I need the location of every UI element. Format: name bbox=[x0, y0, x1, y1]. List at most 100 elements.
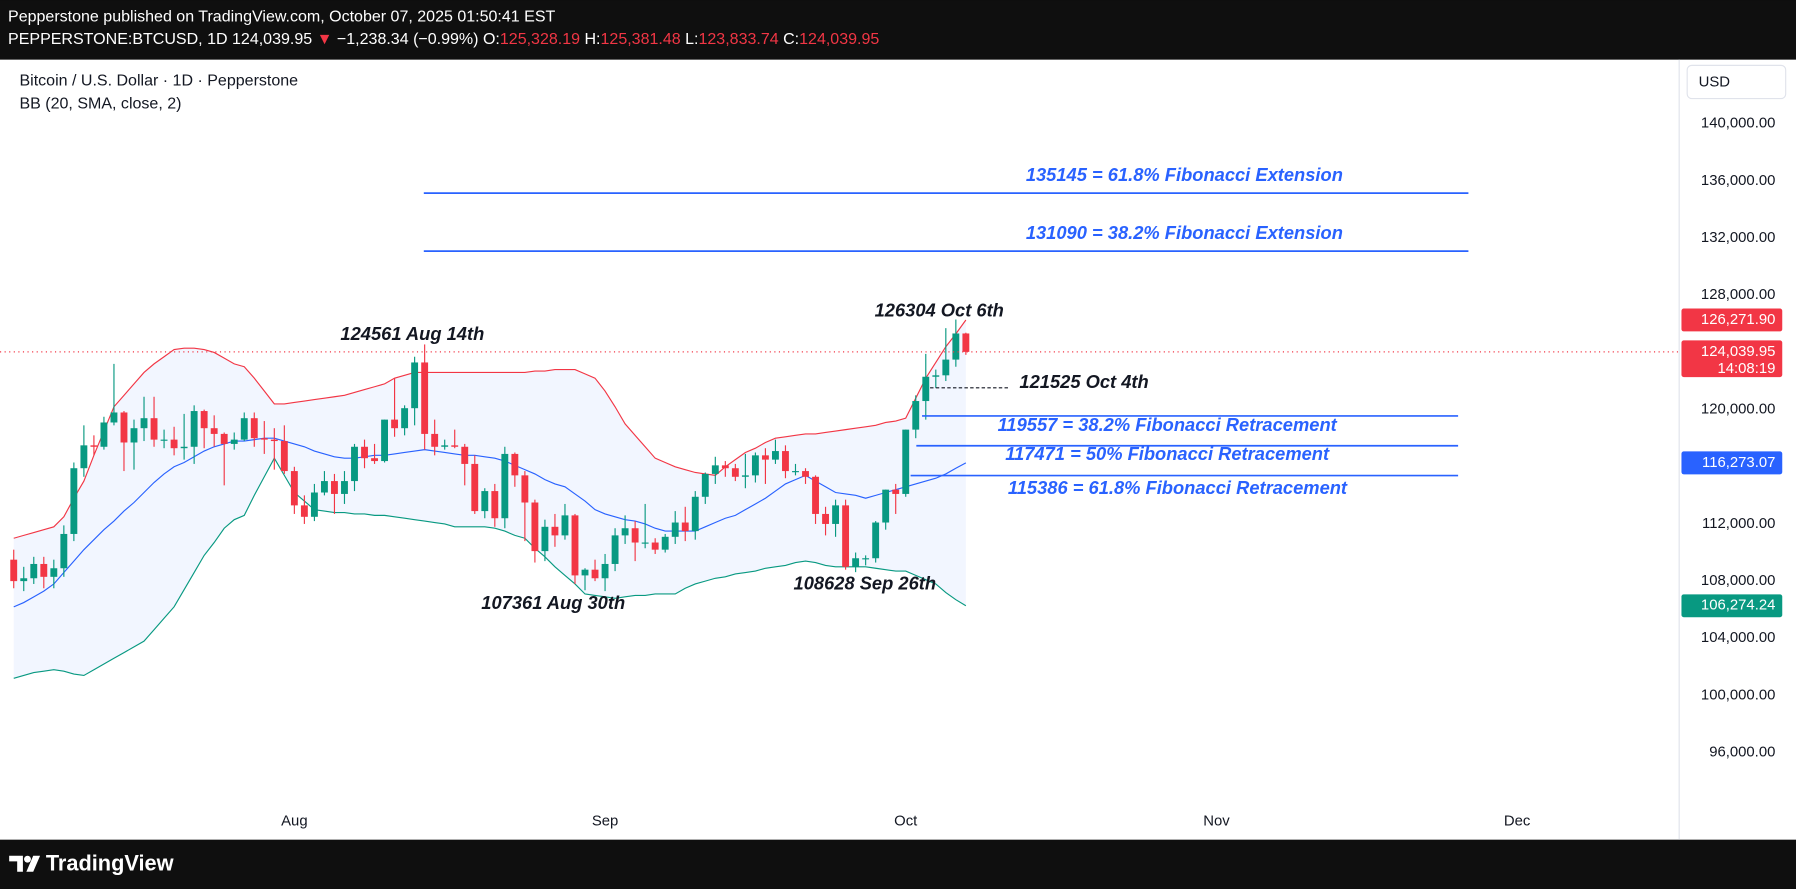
y-tick-label: 108,000.00 bbox=[1701, 573, 1775, 589]
candle-body bbox=[160, 439, 168, 441]
fib-label: 119557 = 38.2% Fibonacci Retracement bbox=[998, 414, 1338, 435]
candle-body bbox=[280, 441, 288, 472]
candle-body bbox=[701, 473, 709, 497]
candle-body bbox=[862, 558, 870, 560]
candle-body bbox=[90, 445, 98, 447]
candle-body bbox=[250, 418, 258, 439]
candle-body bbox=[511, 453, 519, 476]
quote-part: L: bbox=[685, 30, 698, 48]
candle-body bbox=[551, 526, 559, 536]
candle-body bbox=[50, 568, 58, 577]
candle-body bbox=[351, 446, 358, 482]
candle-body bbox=[210, 428, 218, 434]
candle-body bbox=[180, 446, 188, 449]
candle-body bbox=[601, 563, 609, 579]
quote-part: 123,833.74 bbox=[698, 30, 783, 48]
y-tick-label: 100,000.00 bbox=[1701, 687, 1775, 703]
candle-body bbox=[531, 502, 539, 552]
candle-body bbox=[872, 522, 880, 559]
price-tag-label: 106,274.24 bbox=[1701, 598, 1775, 614]
candle-body bbox=[310, 492, 318, 517]
x-tick-label: Sep bbox=[592, 813, 618, 829]
candle-body bbox=[10, 559, 18, 582]
quote-part: 125,328.19 bbox=[500, 30, 585, 48]
y-tick-label: 120,000.00 bbox=[1701, 402, 1775, 418]
candle-body bbox=[691, 496, 699, 532]
candle-body bbox=[481, 491, 489, 512]
x-tick-label: Dec bbox=[1504, 813, 1531, 829]
candle-body bbox=[842, 505, 850, 567]
price-tag bbox=[1681, 451, 1783, 475]
candle-body bbox=[681, 522, 689, 532]
candle-body bbox=[421, 362, 429, 434]
quote-part: C: bbox=[783, 30, 799, 48]
candle-body bbox=[60, 533, 68, 569]
y-tick-label: 136,000.00 bbox=[1701, 173, 1775, 189]
candle-body bbox=[962, 333, 970, 352]
price-annotation: 124561 Aug 14th bbox=[340, 323, 484, 344]
candle-body bbox=[200, 411, 208, 429]
quote-part: 124,039.95 bbox=[232, 30, 317, 48]
band-line bbox=[13, 319, 967, 539]
candle-body bbox=[270, 439, 278, 442]
brand: TradingView bbox=[46, 851, 174, 876]
logo-dot bbox=[24, 855, 31, 863]
price-tag bbox=[1681, 340, 1783, 378]
candle-body bbox=[240, 418, 248, 440]
candle-body bbox=[942, 359, 950, 376]
quote-part: ▼ bbox=[317, 30, 333, 48]
candle-body bbox=[621, 528, 629, 536]
quote-part: 125,381.48 bbox=[601, 30, 686, 48]
candle-body bbox=[381, 419, 388, 462]
candle-body bbox=[361, 446, 368, 459]
quote-part: 124,039.95 bbox=[799, 30, 879, 48]
candle-body bbox=[571, 515, 579, 576]
currency-button[interactable] bbox=[1686, 64, 1787, 100]
band-line bbox=[13, 457, 967, 679]
price-annotation: 126304 Oct 6th bbox=[875, 299, 1004, 320]
candle-body bbox=[922, 376, 930, 402]
candle-body bbox=[371, 458, 378, 462]
candle-body bbox=[852, 558, 860, 567]
price-tag-label: 126,271.90 bbox=[1701, 312, 1775, 328]
candle-body bbox=[581, 569, 589, 576]
candle-body bbox=[70, 468, 78, 534]
y-tick-label: 96,000.00 bbox=[1709, 745, 1775, 761]
candle-body bbox=[661, 536, 669, 550]
plot: 96,000.00 100,000.00 104,000.00 108,000.00 1… bbox=[0, 116, 1783, 829]
price-tag bbox=[1681, 308, 1783, 332]
candle-body bbox=[822, 513, 829, 524]
fib-label: 131090 = 38.2% Fibonacci Extension bbox=[1026, 222, 1343, 243]
candle-body bbox=[290, 471, 298, 506]
candle-body bbox=[320, 481, 328, 493]
candle-body bbox=[521, 475, 529, 503]
x-tick-label: Aug bbox=[281, 813, 307, 829]
candle-body bbox=[130, 428, 138, 443]
y-tick-label: 104,000.00 bbox=[1701, 630, 1775, 646]
quote-part: H: bbox=[584, 30, 600, 48]
candle-body bbox=[782, 451, 789, 472]
candle-body bbox=[952, 333, 960, 360]
y-tick-label: 128,000.00 bbox=[1701, 287, 1775, 303]
candle-body bbox=[802, 471, 809, 477]
candle-body bbox=[751, 455, 759, 476]
x-tick-label: Oct bbox=[894, 813, 918, 829]
candle-body bbox=[230, 439, 238, 444]
candle-body bbox=[341, 481, 348, 494]
candle-body bbox=[561, 515, 569, 536]
candle-body bbox=[741, 475, 749, 477]
candle-body bbox=[140, 418, 148, 429]
quote-line: PEPPERSTONE:BTCUSD, 1D 124,039.95 ▼ −1,2… bbox=[8, 30, 879, 48]
candle-body bbox=[331, 481, 338, 494]
candle-body bbox=[391, 419, 399, 429]
x-tick-label: Nov bbox=[1203, 813, 1230, 829]
candle-body bbox=[461, 446, 469, 464]
candle-body bbox=[170, 439, 178, 449]
candle-body bbox=[882, 489, 890, 523]
candle-body bbox=[541, 526, 549, 552]
fib-label: 115386 = 61.8% Fibonacci Retracement bbox=[1008, 477, 1348, 498]
price-tag-label: 116,273.07 bbox=[1702, 455, 1775, 471]
candle-body bbox=[80, 445, 88, 469]
candle-body bbox=[591, 569, 599, 579]
